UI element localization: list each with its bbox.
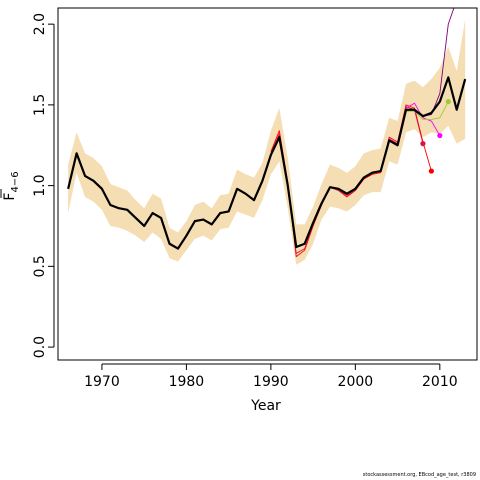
y-axis: 0.0 0.5 1.0 1.5 2.0 xyxy=(32,13,55,358)
x-tick-label: 2000 xyxy=(338,374,374,390)
x-tick-label: 1970 xyxy=(84,374,120,390)
confidence-band-layer xyxy=(68,19,466,265)
y-tick-label: 0.0 xyxy=(32,336,48,358)
x-axis: 1970 1980 1990 2000 2010 xyxy=(84,363,458,390)
endpoint-marker-retro-red xyxy=(428,168,434,174)
x-tick-label: 1980 xyxy=(169,374,205,390)
endpoint-marker-retro-magenta xyxy=(437,132,443,139)
y-tick-label: 1.5 xyxy=(32,94,48,116)
y-axis-title-sub: 4−6 xyxy=(10,171,21,192)
y-axis-title-main: F xyxy=(2,193,18,201)
series-layer xyxy=(67,8,467,258)
y-tick-label: 0.5 xyxy=(32,255,48,277)
x-axis-title: Year xyxy=(250,398,281,414)
x-tick-label: 1990 xyxy=(253,374,289,390)
series-line-retro-green xyxy=(406,101,449,120)
endpoint-marker-retro-green xyxy=(445,99,451,105)
y-tick-label: 1.0 xyxy=(32,174,48,196)
x-tick-label: 2010 xyxy=(422,374,458,390)
y-axis-title: F4−6 xyxy=(0,171,21,201)
footer-credit: stockassessment.org, EBcod_age_test, r38… xyxy=(362,472,476,478)
y-tick-label: 2.0 xyxy=(32,13,48,35)
series-line-main xyxy=(67,76,467,250)
svg-text:F4−6: F4−6 xyxy=(2,171,21,200)
endpoint-markers-layer xyxy=(420,99,451,174)
confidence-band xyxy=(68,19,466,265)
endpoint-marker-retro-crimson xyxy=(420,141,426,147)
plot-frame xyxy=(57,7,478,361)
